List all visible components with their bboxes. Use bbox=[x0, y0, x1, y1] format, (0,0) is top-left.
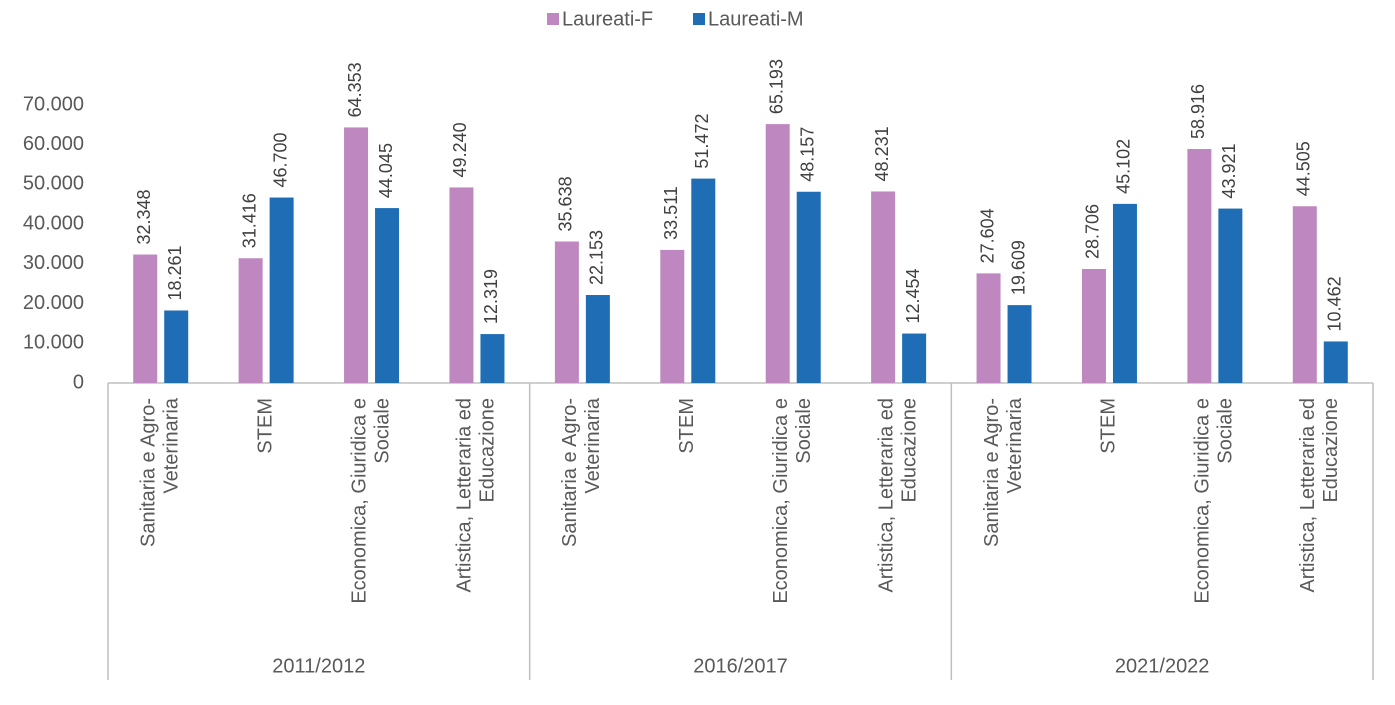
bar bbox=[480, 334, 505, 383]
legend-swatch bbox=[693, 13, 705, 25]
x-tick-label: Artistica, Letteraria ed bbox=[875, 398, 897, 593]
y-tick-label: 60.000 bbox=[23, 133, 84, 155]
data-label: 44.045 bbox=[376, 143, 396, 198]
x-tick-label: Artistica, Letteraria ed bbox=[454, 398, 476, 593]
bar bbox=[1112, 203, 1137, 383]
bar bbox=[902, 333, 927, 383]
data-label: 64.353 bbox=[345, 62, 365, 117]
y-tick-label: 50.000 bbox=[23, 173, 84, 195]
x-tick-label: Artistica, Letteraria ed bbox=[1297, 398, 1319, 593]
x-tick-label: Veterinaria bbox=[160, 397, 182, 493]
data-label: 32.348 bbox=[134, 189, 154, 244]
group-label: 2021/2022 bbox=[1115, 655, 1210, 677]
x-tick-label: Sociale bbox=[371, 398, 393, 464]
data-label: 10.462 bbox=[1325, 276, 1345, 331]
bar bbox=[269, 197, 294, 383]
data-label: 48.157 bbox=[797, 127, 817, 182]
bar bbox=[164, 310, 189, 383]
data-label: 43.921 bbox=[1219, 144, 1239, 199]
x-tick-label: STEM bbox=[254, 398, 276, 454]
bar bbox=[1292, 206, 1317, 383]
data-label: 19.609 bbox=[1008, 240, 1028, 295]
bar bbox=[976, 273, 1001, 383]
data-label: 27.604 bbox=[977, 208, 997, 263]
group-label: 2011/2012 bbox=[272, 655, 365, 677]
x-tick-label: Educazione bbox=[477, 398, 499, 503]
data-label: 51.472 bbox=[692, 114, 712, 169]
legend-swatch bbox=[547, 13, 559, 25]
data-label: 18.261 bbox=[165, 245, 185, 300]
bar bbox=[1218, 208, 1243, 383]
data-label: 65.193 bbox=[766, 59, 786, 114]
data-label: 35.638 bbox=[556, 176, 576, 231]
x-tick-label: Veterinaria bbox=[582, 397, 604, 493]
bar bbox=[375, 208, 400, 383]
bar bbox=[765, 124, 790, 383]
y-tick-label: 30.000 bbox=[23, 252, 84, 274]
bar bbox=[238, 258, 263, 383]
bar bbox=[133, 254, 158, 383]
x-tick-label: Veterinaria bbox=[1004, 397, 1026, 493]
data-label: 48.231 bbox=[872, 126, 892, 181]
x-tick-label: STEM bbox=[1098, 398, 1120, 454]
data-label: 45.102 bbox=[1114, 139, 1134, 194]
data-label: 44.505 bbox=[1294, 141, 1314, 196]
bar bbox=[871, 191, 896, 383]
bar bbox=[1081, 268, 1106, 383]
x-tick-label: Sociale bbox=[793, 398, 815, 464]
data-label: 12.454 bbox=[903, 268, 923, 323]
x-tick-label: Educazione bbox=[898, 398, 920, 503]
data-label: 28.706 bbox=[1083, 204, 1103, 259]
data-label: 58.916 bbox=[1188, 84, 1208, 139]
y-tick-label: 0 bbox=[73, 371, 84, 393]
x-tick-label: Sanitaria e Agro- bbox=[137, 398, 159, 547]
x-tick-label: Sociale bbox=[1215, 398, 1237, 464]
y-tick-label: 10.000 bbox=[23, 332, 84, 354]
bar bbox=[691, 178, 716, 383]
data-label: 31.416 bbox=[239, 193, 259, 248]
legend-label: Laureati-F bbox=[562, 8, 653, 30]
bar bbox=[1323, 341, 1348, 383]
bar bbox=[449, 187, 474, 383]
group-label: 2016/2017 bbox=[693, 655, 788, 677]
bar bbox=[660, 249, 685, 383]
data-label: 12.319 bbox=[481, 269, 501, 324]
x-tick-label: Economica, Giuridica e bbox=[770, 398, 792, 604]
x-tick-label: STEM bbox=[676, 398, 698, 454]
x-tick-label: Economica, Giuridica e bbox=[348, 398, 370, 604]
bar bbox=[554, 241, 579, 383]
bar bbox=[796, 191, 821, 383]
x-tick-label: Economica, Giuridica e bbox=[1192, 398, 1214, 604]
x-tick-label: Sanitaria e Agro- bbox=[981, 398, 1003, 547]
x-tick-label: Sanitaria e Agro- bbox=[559, 398, 581, 547]
bar bbox=[1187, 149, 1212, 383]
bar bbox=[1007, 305, 1032, 383]
y-tick-label: 20.000 bbox=[23, 292, 84, 314]
y-tick-label: 40.000 bbox=[23, 212, 84, 234]
x-tick-label: Educazione bbox=[1320, 398, 1342, 503]
y-tick-label: 70.000 bbox=[23, 93, 84, 115]
data-label: 46.700 bbox=[270, 132, 290, 187]
bar bbox=[585, 295, 610, 383]
legend-label: Laureati-M bbox=[708, 8, 804, 30]
data-label: 49.240 bbox=[450, 122, 470, 177]
bar bbox=[344, 127, 369, 383]
data-label: 33.511 bbox=[661, 186, 681, 240]
data-label: 22.153 bbox=[587, 230, 607, 285]
